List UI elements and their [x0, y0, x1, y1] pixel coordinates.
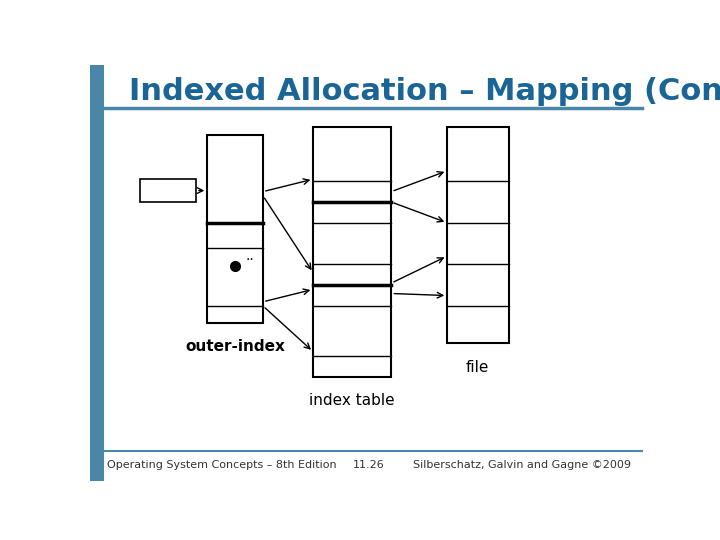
Text: Silberschatz, Galvin and Gagne ©2009: Silberschatz, Galvin and Gagne ©2009: [413, 460, 631, 470]
Text: ··: ··: [245, 253, 254, 267]
Bar: [140, 179, 196, 202]
Bar: [90, 65, 104, 481]
Text: file: file: [466, 360, 490, 375]
Bar: [207, 136, 263, 322]
Text: Operating System Concepts – 8th Edition: Operating System Concepts – 8th Edition: [107, 460, 336, 470]
Bar: [313, 127, 392, 377]
Text: Indexed Allocation – Mapping (Cont.): Indexed Allocation – Mapping (Cont.): [129, 77, 720, 106]
Bar: [447, 127, 508, 343]
Text: index table: index table: [310, 393, 395, 408]
Text: 11.26: 11.26: [353, 460, 385, 470]
Text: outer-index: outer-index: [185, 339, 285, 354]
